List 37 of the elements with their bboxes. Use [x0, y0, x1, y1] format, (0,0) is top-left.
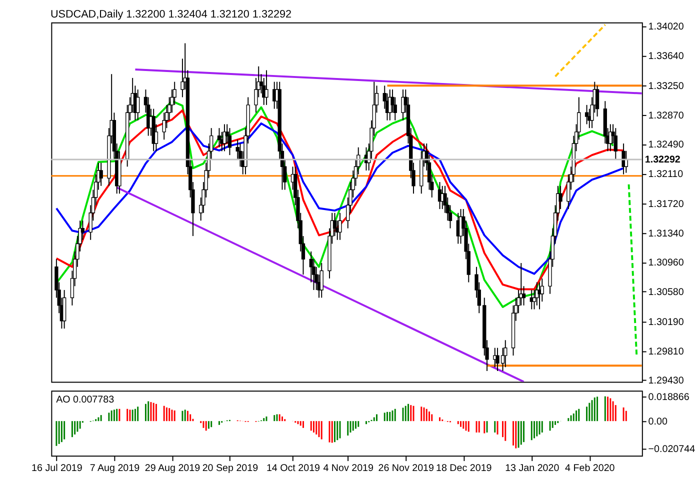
candlestick — [99, 162, 103, 186]
x-tick-label: 18 Dec 2019 — [436, 462, 492, 474]
y-tick-label: −0.020744 — [648, 444, 696, 455]
y-tick-label: 1.30190 — [648, 317, 684, 328]
y-tick-label: 0.00 — [648, 416, 668, 428]
candlestick — [264, 70, 268, 106]
candlestick — [320, 262, 324, 298]
x-tick-label: 20 Sep 2019 — [202, 462, 258, 474]
x-tick-label: 13 Jan 2020 — [505, 462, 560, 474]
candlestick — [504, 340, 508, 368]
y-tick-label: 1.32490 — [648, 140, 684, 151]
y-tick-label: 1.30580 — [648, 287, 684, 298]
y-tick-label: 1.31340 — [648, 228, 684, 240]
x-tick-label: 29 Aug 2019 — [144, 462, 200, 474]
y-tick-label: 1.33250 — [648, 81, 684, 92]
annotation: AO 0.007783 — [56, 394, 115, 406]
y-tick-label: 1.30960 — [648, 258, 684, 269]
y-tick-label: 1.33640 — [648, 51, 684, 62]
y-tick-label: 1.32110 — [648, 169, 684, 180]
x-tick-label: 4 Nov 2019 — [323, 462, 374, 474]
x-tick-label: 7 Aug 2019 — [90, 462, 140, 474]
x-tick-label: 4 Feb 2020 — [565, 462, 616, 474]
candlestick — [614, 128, 618, 160]
line-series — [55, 122, 625, 275]
candlestick — [136, 89, 140, 121]
candlestick — [522, 286, 526, 306]
y-tick-label: 0.018866 — [648, 392, 690, 403]
y-tick-label: 1.29430 — [648, 376, 684, 387]
y-tick-label: 1.32870 — [648, 110, 684, 122]
chart-title: USDCAD,Daily 1.32200 1.32404 1.32120 1.32292 — [50, 8, 292, 20]
y-tick-label: 1.31720 — [648, 199, 684, 210]
x-tick-label: 26 Nov 2019 — [378, 462, 434, 474]
y-tick-label: 1.34020 — [648, 22, 684, 33]
x-tick-label: 16 Jul 2019 — [32, 462, 82, 474]
x-tick-label: 14 Oct 2019 — [266, 462, 320, 474]
y-tick-label: 1.29810 — [648, 346, 684, 358]
ref-line-label: 1.32292 — [644, 154, 681, 166]
